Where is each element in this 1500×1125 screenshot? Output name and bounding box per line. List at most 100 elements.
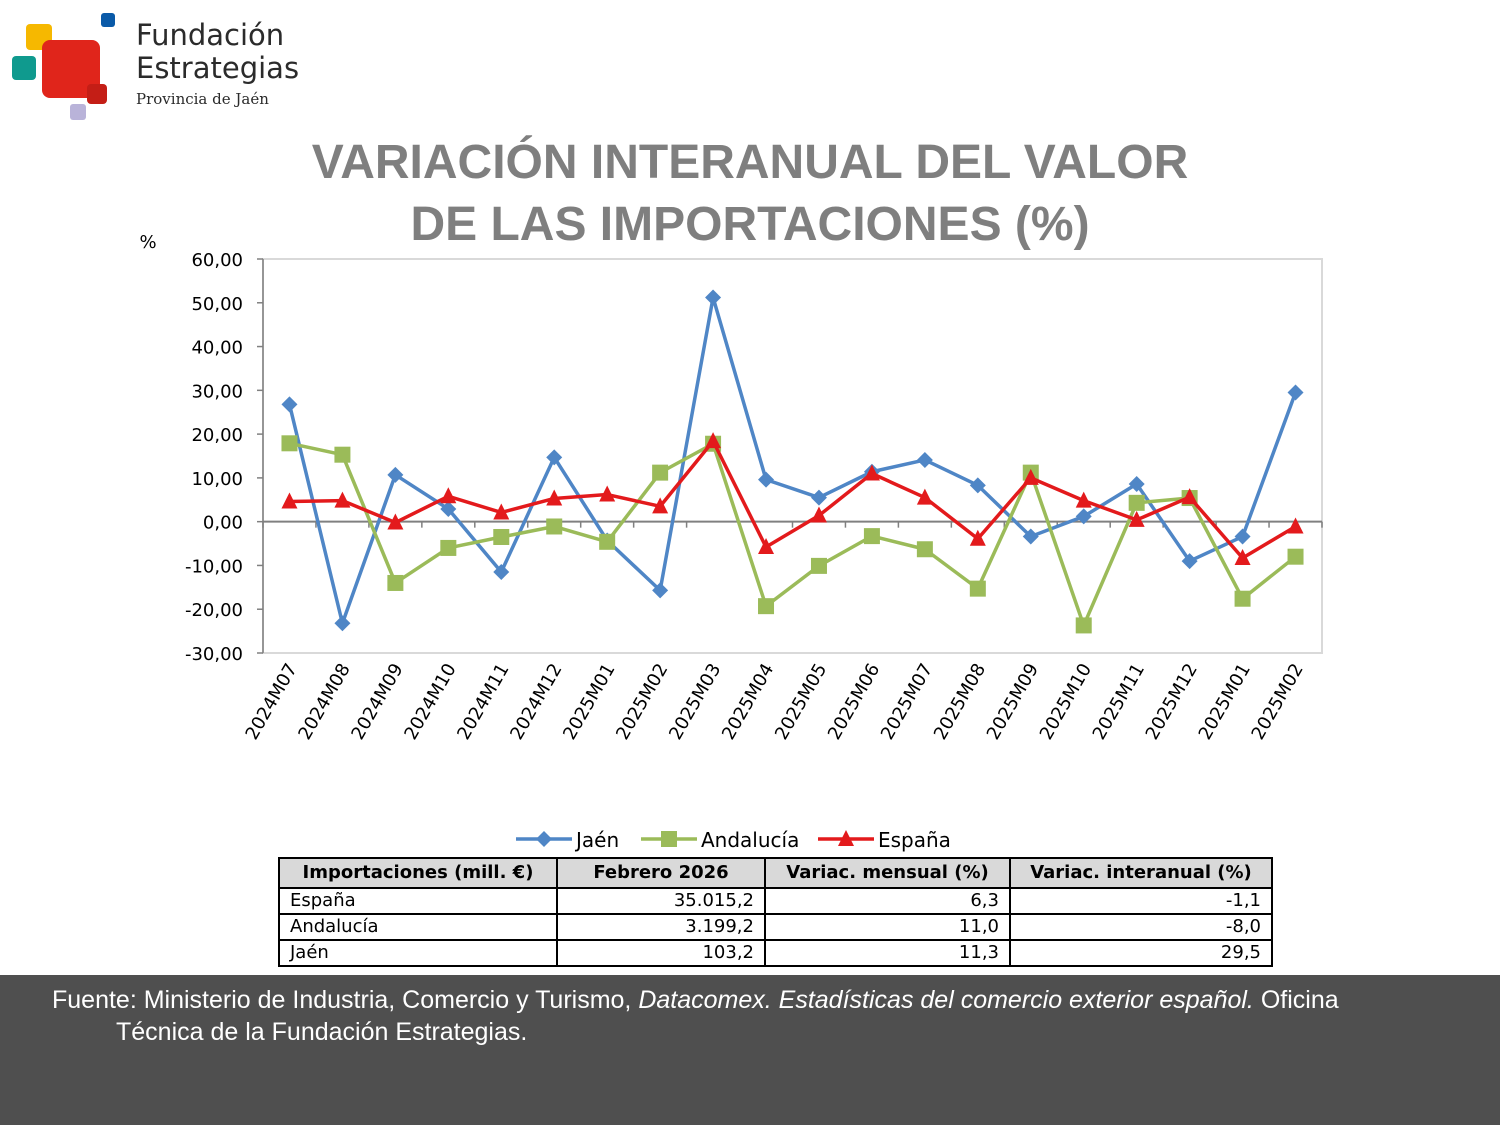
table-cell: 3.199,2 xyxy=(556,913,766,941)
data-point xyxy=(652,497,669,514)
data-point xyxy=(546,449,563,466)
legend-marker xyxy=(536,831,552,847)
data-point xyxy=(1022,468,1039,485)
x-tick-label: 2025M01 xyxy=(1195,660,1255,743)
x-tick-label: 2025M12 xyxy=(1142,660,1202,743)
table-cell: 6,3 xyxy=(764,887,1011,915)
data-point xyxy=(1075,617,1092,634)
logo-teal-square xyxy=(12,56,36,80)
data-point xyxy=(387,574,404,591)
data-point xyxy=(810,506,827,523)
data-point xyxy=(758,471,775,488)
data-point xyxy=(1181,488,1198,505)
x-tick-label: 2025M08 xyxy=(930,660,990,743)
data-point xyxy=(916,488,933,505)
data-point xyxy=(440,539,457,556)
table-cell: 103,2 xyxy=(556,939,766,967)
x-tick-label: 2025M02 xyxy=(1248,660,1308,743)
legend-entry: España xyxy=(878,828,951,852)
data-point xyxy=(1287,384,1304,401)
source-text: Fuente: Ministerio de Industria, Comerci… xyxy=(52,984,1472,1048)
table-cell: 29,5 xyxy=(1009,939,1273,967)
data-point xyxy=(652,582,669,599)
logo-text-line2: Estrategias xyxy=(136,51,300,85)
line-chart: 60,00 50,00 40,00 30,00 20,00 10,00 0,00 -10,00… xyxy=(139,232,1323,852)
logo-darkred-square xyxy=(87,84,107,104)
data-point xyxy=(969,529,986,546)
data-point xyxy=(546,518,563,535)
y-tick-label: -10,00 xyxy=(185,556,243,577)
y-tick-label: -30,00 xyxy=(185,644,243,665)
data-point xyxy=(599,485,616,502)
data-point xyxy=(334,615,351,632)
data-point xyxy=(334,491,351,508)
data-point xyxy=(493,528,510,545)
logo: Fundación Estrategias Provincia de Jaén xyxy=(8,8,328,123)
table-cell: -1,1 xyxy=(1009,887,1273,915)
table-header-row: Importaciones (mill. €) Febrero 2026 Var… xyxy=(278,857,1273,889)
data-point xyxy=(440,487,457,504)
y-tick-label: 60,00 xyxy=(191,250,243,271)
data-point xyxy=(1234,549,1251,566)
data-point xyxy=(1287,517,1304,534)
x-tick-label: 2025M05 xyxy=(771,660,831,743)
table-cell: Jaén xyxy=(278,939,558,967)
logo-text-line1: Fundación xyxy=(136,18,285,52)
x-tick-label: 2024M10 xyxy=(400,660,460,743)
data-point xyxy=(1075,491,1092,508)
x-tick-label: 2025M11 xyxy=(1089,660,1149,743)
table-row: Jaén 103,2 11,3 29,5 xyxy=(278,939,1273,967)
data-point xyxy=(1128,476,1145,493)
table-cell: -8,0 xyxy=(1009,913,1273,941)
data-point xyxy=(493,503,510,520)
imports-summary-table: Importaciones (mill. €) Febrero 2026 Var… xyxy=(278,857,1273,967)
data-point xyxy=(969,477,986,494)
table-cell: Andalucía xyxy=(278,913,558,941)
data-point xyxy=(916,541,933,558)
table-row: España 35.015,2 6,3 -1,1 xyxy=(278,887,1273,915)
data-point xyxy=(387,466,404,483)
data-point xyxy=(1022,528,1039,545)
y-axis-label: % xyxy=(139,232,156,253)
y-tick-label: 10,00 xyxy=(191,469,243,490)
data-point xyxy=(599,533,616,550)
x-tick-label: 2025M06 xyxy=(824,660,884,743)
x-tick-label: 2025M10 xyxy=(1036,660,1096,743)
table-row: Andalucía 3.199,2 11,0 -8,0 xyxy=(278,913,1273,941)
x-tick-label: 2025M09 xyxy=(983,660,1043,743)
legend-entry: Andalucía xyxy=(701,828,799,852)
logo-text-line3: Provincia de Jaén xyxy=(136,90,269,108)
chart-title-line2: DE LAS IMPORTACIONES (%) xyxy=(410,198,1090,251)
x-tick-label: 2024M08 xyxy=(294,660,354,743)
table-cell: 11,0 xyxy=(764,913,1011,941)
x-tick-label: 2025M02 xyxy=(612,660,672,743)
data-point xyxy=(387,513,404,530)
y-tick-label: 20,00 xyxy=(191,425,243,446)
data-point xyxy=(493,564,510,581)
x-tick-label: 2024M12 xyxy=(506,660,566,743)
y-tick-label: 50,00 xyxy=(191,294,243,315)
x-tick-label: 2025M03 xyxy=(665,660,725,743)
data-point xyxy=(1128,494,1145,511)
source-text-italic: Datacomex. Estadísticas del comercio ext… xyxy=(638,986,1254,1014)
series-line-2 xyxy=(289,441,1297,628)
data-point xyxy=(1234,590,1251,607)
table-header-cell: Variac. mensual (%) xyxy=(764,857,1011,889)
data-point xyxy=(281,435,298,452)
data-point xyxy=(1287,548,1304,565)
data-point xyxy=(334,446,351,463)
table-cell: España xyxy=(278,887,558,915)
source-text-part1: Fuente: Ministerio de Industria, Comerci… xyxy=(52,986,639,1014)
y-tick-label: 0,00 xyxy=(203,513,243,534)
data-point xyxy=(916,451,933,468)
chart-title: VARIACIÓN INTERANUAL DEL VALOR DE LAS IM… xyxy=(0,132,1500,256)
logo-blue-square xyxy=(101,13,115,27)
data-point xyxy=(810,489,827,506)
source-footer: Fuente: Ministerio de Industria, Comerci… xyxy=(0,975,1500,1125)
y-tick-label: -20,00 xyxy=(185,600,243,621)
source-text-part2: Oficina xyxy=(1253,986,1339,1014)
y-tick-label: 40,00 xyxy=(191,338,243,359)
data-point xyxy=(705,432,722,449)
legend-entry: Jaén xyxy=(574,828,619,852)
x-tick-label: 2024M09 xyxy=(347,660,407,743)
